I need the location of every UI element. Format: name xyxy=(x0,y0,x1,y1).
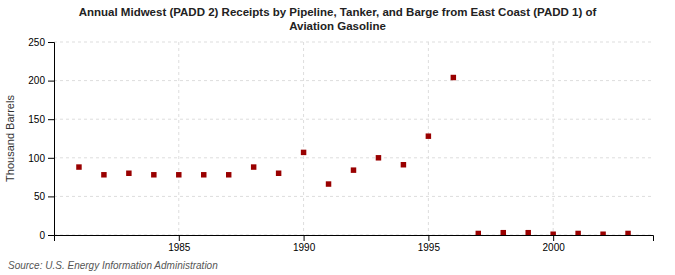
tick: 1990 xyxy=(293,235,316,253)
tick-label: 1990 xyxy=(293,242,316,253)
grid-line-y xyxy=(54,42,653,43)
point xyxy=(126,171,131,176)
point xyxy=(76,164,81,169)
plot: 1985 1990 1995 2000 0 50 100 150 200 250 Thousand … xyxy=(4,37,654,253)
tick-label: 2000 xyxy=(543,242,566,253)
grid-line-y xyxy=(54,119,653,120)
tick: 0 xyxy=(39,230,54,241)
tick-label: 50 xyxy=(34,191,46,202)
axis-domain xyxy=(55,236,654,242)
tick-label: 200 xyxy=(28,75,45,86)
tick-label: 0 xyxy=(39,230,45,241)
tick-mark xyxy=(48,81,54,82)
tick: 150 xyxy=(28,114,54,125)
tick-mark xyxy=(304,235,305,241)
tick-mark xyxy=(553,235,554,241)
grid-line-x xyxy=(553,42,554,235)
point xyxy=(376,155,381,160)
point xyxy=(550,231,555,235)
tick-mark xyxy=(48,235,54,236)
tick: 100 xyxy=(28,153,54,164)
point xyxy=(476,231,481,235)
point xyxy=(625,231,630,235)
title-line: Annual Midwest (PADD 2) Receipts by Pipe… xyxy=(79,6,597,18)
tick-label: 1995 xyxy=(418,242,441,253)
tick-mark xyxy=(48,42,54,43)
point xyxy=(276,171,281,176)
point xyxy=(501,230,506,235)
point xyxy=(101,172,106,177)
point xyxy=(226,172,231,177)
tick-mark xyxy=(179,235,180,241)
grid-line-y xyxy=(54,80,653,81)
title-line: Aviation Gasoline xyxy=(289,20,386,32)
tick-label: 100 xyxy=(28,153,45,164)
chart-svg: Annual Midwest (PADD 2) Receipts by Pipe… xyxy=(0,0,675,275)
y-axis-label: Thousand Barrels xyxy=(4,95,16,182)
marks xyxy=(76,75,631,235)
point xyxy=(525,230,530,235)
grid-line-y xyxy=(54,157,653,158)
point xyxy=(575,231,580,235)
tick: 250 xyxy=(28,37,54,48)
tick-label: 1985 xyxy=(168,242,191,253)
annotation: Source: U.S. Energy Information Administ… xyxy=(8,260,218,271)
point xyxy=(451,75,456,80)
point xyxy=(301,150,306,155)
tick-mark xyxy=(48,158,54,159)
tick-label: 250 xyxy=(28,37,45,48)
point xyxy=(426,133,431,138)
tick-mark xyxy=(48,119,54,120)
title: Annual Midwest (PADD 2) Receipts by Pipe… xyxy=(79,6,597,32)
point xyxy=(351,167,356,172)
grid-line-x xyxy=(303,42,304,235)
point xyxy=(251,164,256,169)
tick: 50 xyxy=(34,191,54,202)
tick: 1985 xyxy=(168,235,191,253)
grid-line-x xyxy=(178,42,179,235)
tick: 1995 xyxy=(418,235,441,253)
point xyxy=(401,162,406,167)
tick-label: 150 xyxy=(28,114,45,125)
tick-mark xyxy=(48,196,54,197)
tick: 2000 xyxy=(543,235,566,253)
axis-domain xyxy=(48,43,55,236)
tick: 200 xyxy=(28,75,54,86)
grid-line-y xyxy=(54,196,653,197)
y-axis: 0 50 100 150 200 250 xyxy=(28,37,54,241)
point xyxy=(151,172,156,177)
point xyxy=(201,172,206,177)
point xyxy=(326,181,331,186)
grid xyxy=(54,42,653,235)
point xyxy=(600,231,605,235)
tick-mark xyxy=(428,235,429,241)
x-axis: 1985 1990 1995 2000 xyxy=(55,235,654,253)
chart-container: Annual Midwest (PADD 2) Receipts by Pipe… xyxy=(0,0,675,275)
point xyxy=(176,172,181,177)
